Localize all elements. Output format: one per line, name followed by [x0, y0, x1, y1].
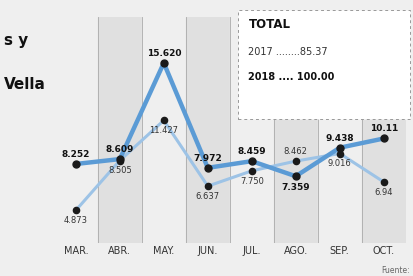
Point — [72, 162, 79, 166]
Text: 9.016: 9.016 — [327, 159, 351, 168]
Text: 8.252: 8.252 — [62, 150, 90, 159]
Text: 11.427: 11.427 — [149, 126, 178, 135]
Bar — [54, 17, 97, 243]
Text: 4.873: 4.873 — [64, 216, 88, 225]
Text: 8.609: 8.609 — [105, 145, 134, 154]
Point — [72, 208, 79, 213]
Point — [116, 157, 123, 161]
Point — [380, 136, 386, 141]
Bar — [141, 17, 185, 243]
Bar — [317, 17, 361, 243]
Bar — [273, 17, 317, 243]
Text: 7.750: 7.750 — [239, 177, 263, 186]
Text: s y: s y — [4, 33, 28, 48]
Text: 10.11: 10.11 — [369, 124, 397, 133]
Point — [248, 169, 254, 173]
Point — [248, 159, 254, 163]
Text: 2017 ........85.37: 2017 ........85.37 — [248, 47, 327, 57]
Text: 8.462: 8.462 — [283, 147, 307, 156]
Text: 8.459: 8.459 — [237, 147, 266, 156]
Text: 9.438: 9.438 — [325, 134, 353, 142]
Text: TOTAL: TOTAL — [248, 18, 290, 31]
Point — [292, 159, 298, 163]
Point — [116, 158, 123, 163]
Bar — [229, 17, 273, 243]
Point — [380, 180, 386, 184]
Text: 6.637: 6.637 — [195, 192, 219, 201]
Text: 15.620: 15.620 — [146, 49, 180, 58]
Point — [204, 166, 211, 170]
Text: 6.94: 6.94 — [374, 188, 392, 197]
Bar — [361, 17, 405, 243]
Text: Vella: Vella — [4, 77, 46, 92]
Point — [160, 118, 167, 123]
Point — [336, 151, 342, 156]
Point — [336, 145, 342, 150]
Text: 8.505: 8.505 — [108, 166, 131, 175]
Text: 7.359: 7.359 — [281, 183, 309, 192]
Bar — [185, 17, 229, 243]
Point — [160, 61, 167, 65]
Text: 2018 .... 100.00: 2018 .... 100.00 — [248, 72, 334, 82]
Bar — [97, 17, 141, 243]
Point — [292, 174, 298, 179]
Text: Fuente:: Fuente: — [380, 266, 409, 275]
Point — [204, 184, 211, 188]
Text: 7.972: 7.972 — [193, 154, 222, 163]
